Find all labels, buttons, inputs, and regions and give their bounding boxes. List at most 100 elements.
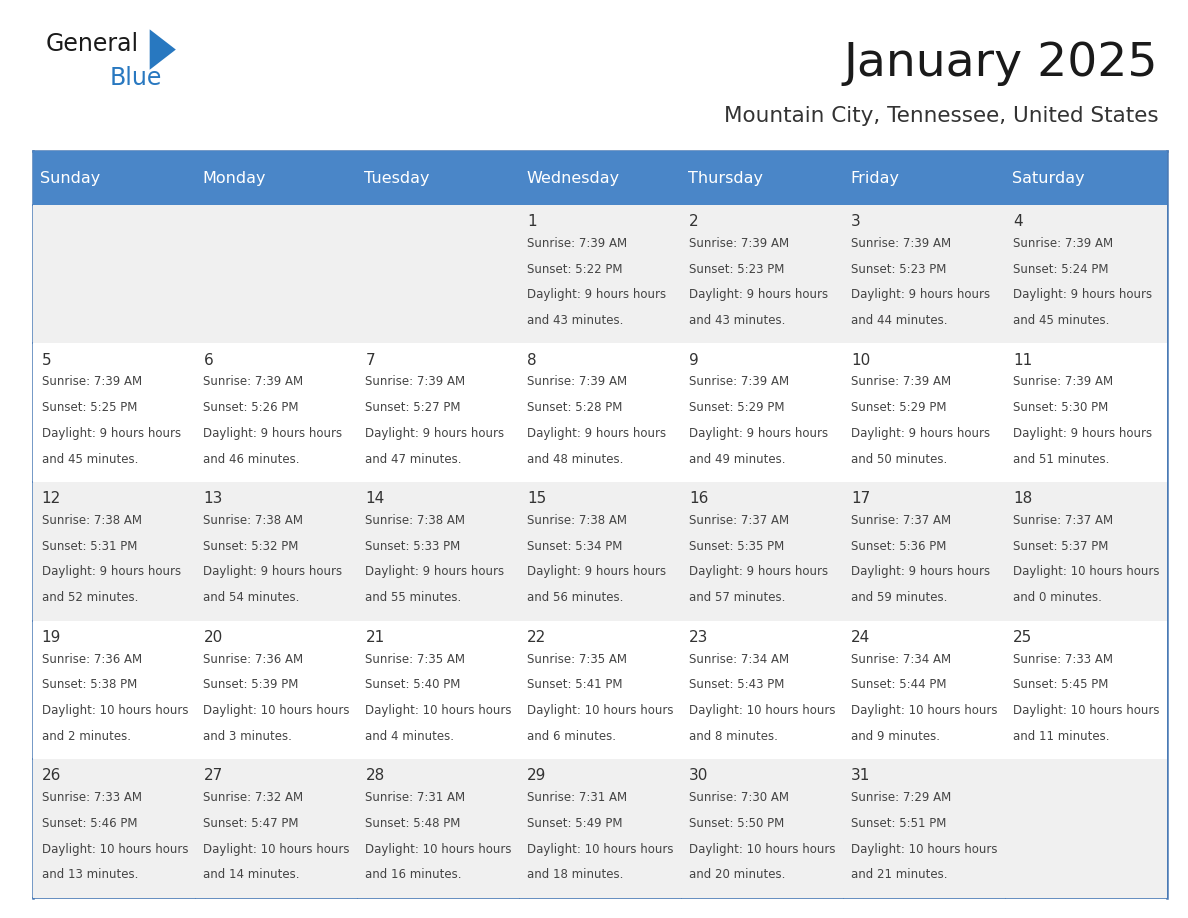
Text: Daylight: 9 hours hours: Daylight: 9 hours hours bbox=[366, 427, 505, 440]
Text: and 54 minutes.: and 54 minutes. bbox=[203, 591, 299, 604]
Text: and 49 minutes.: and 49 minutes. bbox=[689, 453, 785, 465]
Text: and 8 minutes.: and 8 minutes. bbox=[689, 730, 778, 743]
Text: Sunset: 5:48 PM: Sunset: 5:48 PM bbox=[366, 817, 461, 830]
Text: Sunrise: 7:35 AM: Sunrise: 7:35 AM bbox=[366, 653, 466, 666]
Text: Daylight: 9 hours hours: Daylight: 9 hours hours bbox=[689, 427, 828, 440]
Text: Sunset: 5:43 PM: Sunset: 5:43 PM bbox=[689, 678, 784, 691]
Text: and 9 minutes.: and 9 minutes. bbox=[851, 730, 940, 743]
Text: Sunset: 5:26 PM: Sunset: 5:26 PM bbox=[203, 401, 299, 414]
Text: Sunrise: 7:34 AM: Sunrise: 7:34 AM bbox=[851, 653, 952, 666]
Text: 25: 25 bbox=[1013, 630, 1032, 644]
Text: and 11 minutes.: and 11 minutes. bbox=[1013, 730, 1110, 743]
Text: Sunset: 5:32 PM: Sunset: 5:32 PM bbox=[203, 540, 299, 553]
Text: Sunset: 5:40 PM: Sunset: 5:40 PM bbox=[366, 678, 461, 691]
Text: Daylight: 10 hours hours: Daylight: 10 hours hours bbox=[366, 843, 512, 856]
Text: Sunrise: 7:39 AM: Sunrise: 7:39 AM bbox=[1013, 375, 1113, 388]
Text: 17: 17 bbox=[851, 491, 871, 506]
Text: Blue: Blue bbox=[109, 66, 162, 90]
Text: 27: 27 bbox=[203, 768, 222, 783]
Text: 21: 21 bbox=[366, 630, 385, 644]
Text: and 59 minutes.: and 59 minutes. bbox=[851, 591, 948, 604]
Text: 1: 1 bbox=[527, 214, 537, 229]
Text: Sunset: 5:28 PM: Sunset: 5:28 PM bbox=[527, 401, 623, 414]
Text: Friday: Friday bbox=[849, 171, 899, 185]
Text: Sunset: 5:49 PM: Sunset: 5:49 PM bbox=[527, 817, 623, 830]
Text: 26: 26 bbox=[42, 768, 61, 783]
Text: Sunset: 5:22 PM: Sunset: 5:22 PM bbox=[527, 263, 623, 275]
Text: Daylight: 10 hours hours: Daylight: 10 hours hours bbox=[689, 704, 835, 717]
Text: Daylight: 9 hours hours: Daylight: 9 hours hours bbox=[689, 288, 828, 301]
Text: Sunrise: 7:39 AM: Sunrise: 7:39 AM bbox=[851, 375, 952, 388]
Text: Sunset: 5:44 PM: Sunset: 5:44 PM bbox=[851, 678, 947, 691]
Text: Sunrise: 7:36 AM: Sunrise: 7:36 AM bbox=[42, 653, 141, 666]
Text: Daylight: 9 hours hours: Daylight: 9 hours hours bbox=[851, 427, 991, 440]
Text: Sunrise: 7:39 AM: Sunrise: 7:39 AM bbox=[366, 375, 466, 388]
Text: Sunrise: 7:35 AM: Sunrise: 7:35 AM bbox=[527, 653, 627, 666]
Text: Sunset: 5:27 PM: Sunset: 5:27 PM bbox=[366, 401, 461, 414]
Text: 7: 7 bbox=[366, 353, 375, 367]
Text: and 14 minutes.: and 14 minutes. bbox=[203, 868, 301, 881]
Text: Sunrise: 7:33 AM: Sunrise: 7:33 AM bbox=[42, 791, 141, 804]
Text: 6: 6 bbox=[203, 353, 213, 367]
Text: Sunset: 5:30 PM: Sunset: 5:30 PM bbox=[1013, 401, 1108, 414]
Text: Sunrise: 7:37 AM: Sunrise: 7:37 AM bbox=[851, 514, 952, 527]
Text: Sunrise: 7:39 AM: Sunrise: 7:39 AM bbox=[689, 375, 789, 388]
Text: Sunset: 5:47 PM: Sunset: 5:47 PM bbox=[203, 817, 299, 830]
Text: Sunrise: 7:37 AM: Sunrise: 7:37 AM bbox=[689, 514, 789, 527]
Text: and 4 minutes.: and 4 minutes. bbox=[366, 730, 454, 743]
Text: Sunset: 5:29 PM: Sunset: 5:29 PM bbox=[851, 401, 947, 414]
Text: Daylight: 9 hours hours: Daylight: 9 hours hours bbox=[527, 565, 666, 578]
Text: Daylight: 9 hours hours: Daylight: 9 hours hours bbox=[203, 565, 342, 578]
Text: 29: 29 bbox=[527, 768, 546, 783]
Text: and 0 minutes.: and 0 minutes. bbox=[1013, 591, 1102, 604]
Text: 11: 11 bbox=[1013, 353, 1032, 367]
Text: 14: 14 bbox=[366, 491, 385, 506]
Text: and 50 minutes.: and 50 minutes. bbox=[851, 453, 947, 465]
Text: and 57 minutes.: and 57 minutes. bbox=[689, 591, 785, 604]
Text: Daylight: 10 hours hours: Daylight: 10 hours hours bbox=[1013, 565, 1159, 578]
Text: Sunset: 5:36 PM: Sunset: 5:36 PM bbox=[851, 540, 947, 553]
Text: and 56 minutes.: and 56 minutes. bbox=[527, 591, 624, 604]
Text: General: General bbox=[45, 32, 138, 56]
Text: Daylight: 10 hours hours: Daylight: 10 hours hours bbox=[1013, 704, 1159, 717]
Text: 20: 20 bbox=[203, 630, 222, 644]
Text: Sunset: 5:34 PM: Sunset: 5:34 PM bbox=[527, 540, 623, 553]
Text: Sunrise: 7:30 AM: Sunrise: 7:30 AM bbox=[689, 791, 789, 804]
Text: 3: 3 bbox=[851, 214, 861, 229]
Text: Thursday: Thursday bbox=[688, 171, 763, 185]
Text: Sunset: 5:31 PM: Sunset: 5:31 PM bbox=[42, 540, 137, 553]
Text: Mountain City, Tennessee, United States: Mountain City, Tennessee, United States bbox=[723, 106, 1158, 126]
Text: Sunset: 5:24 PM: Sunset: 5:24 PM bbox=[1013, 263, 1108, 275]
Text: Sunrise: 7:31 AM: Sunrise: 7:31 AM bbox=[366, 791, 466, 804]
Text: and 2 minutes.: and 2 minutes. bbox=[42, 730, 131, 743]
Text: Daylight: 10 hours hours: Daylight: 10 hours hours bbox=[203, 704, 350, 717]
Text: Sunrise: 7:29 AM: Sunrise: 7:29 AM bbox=[851, 791, 952, 804]
Text: and 20 minutes.: and 20 minutes. bbox=[689, 868, 785, 881]
Text: Sunrise: 7:34 AM: Sunrise: 7:34 AM bbox=[689, 653, 789, 666]
Text: Sunset: 5:45 PM: Sunset: 5:45 PM bbox=[1013, 678, 1108, 691]
Text: 24: 24 bbox=[851, 630, 871, 644]
Text: and 18 minutes.: and 18 minutes. bbox=[527, 868, 624, 881]
Text: Sunrise: 7:38 AM: Sunrise: 7:38 AM bbox=[42, 514, 141, 527]
Text: Daylight: 10 hours hours: Daylight: 10 hours hours bbox=[689, 843, 835, 856]
Text: Sunrise: 7:39 AM: Sunrise: 7:39 AM bbox=[1013, 237, 1113, 250]
Text: and 55 minutes.: and 55 minutes. bbox=[366, 591, 462, 604]
Text: Sunrise: 7:39 AM: Sunrise: 7:39 AM bbox=[527, 375, 627, 388]
Text: Sunrise: 7:39 AM: Sunrise: 7:39 AM bbox=[527, 237, 627, 250]
Text: 30: 30 bbox=[689, 768, 708, 783]
Text: Tuesday: Tuesday bbox=[365, 171, 430, 185]
Text: Sunrise: 7:39 AM: Sunrise: 7:39 AM bbox=[851, 237, 952, 250]
Text: Sunrise: 7:37 AM: Sunrise: 7:37 AM bbox=[1013, 514, 1113, 527]
Text: Daylight: 10 hours hours: Daylight: 10 hours hours bbox=[203, 843, 350, 856]
Text: 15: 15 bbox=[527, 491, 546, 506]
Text: 28: 28 bbox=[366, 768, 385, 783]
Text: 10: 10 bbox=[851, 353, 871, 367]
Text: Sunset: 5:39 PM: Sunset: 5:39 PM bbox=[203, 678, 299, 691]
Text: Sunset: 5:23 PM: Sunset: 5:23 PM bbox=[689, 263, 784, 275]
Text: 22: 22 bbox=[527, 630, 546, 644]
Text: Sunrise: 7:33 AM: Sunrise: 7:33 AM bbox=[1013, 653, 1113, 666]
Text: 23: 23 bbox=[689, 630, 708, 644]
Text: and 46 minutes.: and 46 minutes. bbox=[203, 453, 301, 465]
Text: Sunset: 5:51 PM: Sunset: 5:51 PM bbox=[851, 817, 947, 830]
Text: 31: 31 bbox=[851, 768, 871, 783]
